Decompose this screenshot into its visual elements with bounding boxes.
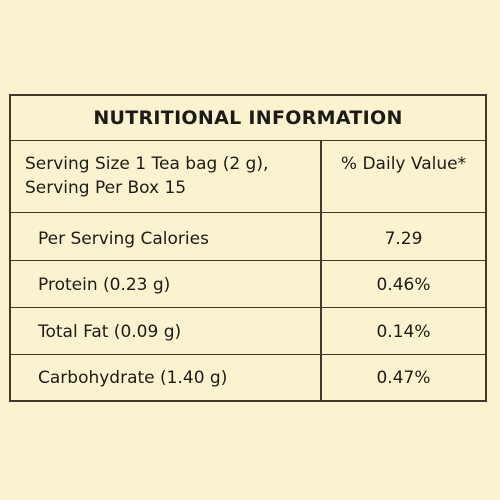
nutrition-table: NUTRITIONAL INFORMATION Serving Size 1 T…	[9, 94, 487, 402]
row-value: 0.14%	[376, 322, 431, 342]
table-title: NUTRITIONAL INFORMATION	[93, 107, 403, 129]
row-value: 7.29	[384, 229, 423, 249]
row-value: 0.47%	[376, 368, 431, 388]
servings-per-box-text: Serving Per Box 15	[25, 178, 187, 198]
table-row: Carbohydrate (1.40 g) 0.47%	[11, 354, 485, 400]
serving-size-text: Serving Size 1 Tea bag (2 g),	[25, 154, 269, 174]
row-label: Carbohydrate (1.40 g)	[38, 368, 228, 388]
column-divider	[320, 140, 322, 402]
table-row: Per Serving Calories 7.29	[11, 212, 485, 260]
row-label: Total Fat (0.09 g)	[38, 322, 182, 342]
table-row: Protein (0.23 g) 0.46%	[11, 260, 485, 307]
serving-header-row: Serving Size 1 Tea bag (2 g), Serving Pe…	[11, 140, 485, 212]
row-label: Per Serving Calories	[38, 229, 209, 249]
row-label: Protein (0.23 g)	[38, 275, 171, 295]
row-value: 0.46%	[376, 275, 431, 295]
daily-value-header: % Daily Value*	[340, 154, 467, 174]
table-row: Total Fat (0.09 g) 0.14%	[11, 307, 485, 354]
